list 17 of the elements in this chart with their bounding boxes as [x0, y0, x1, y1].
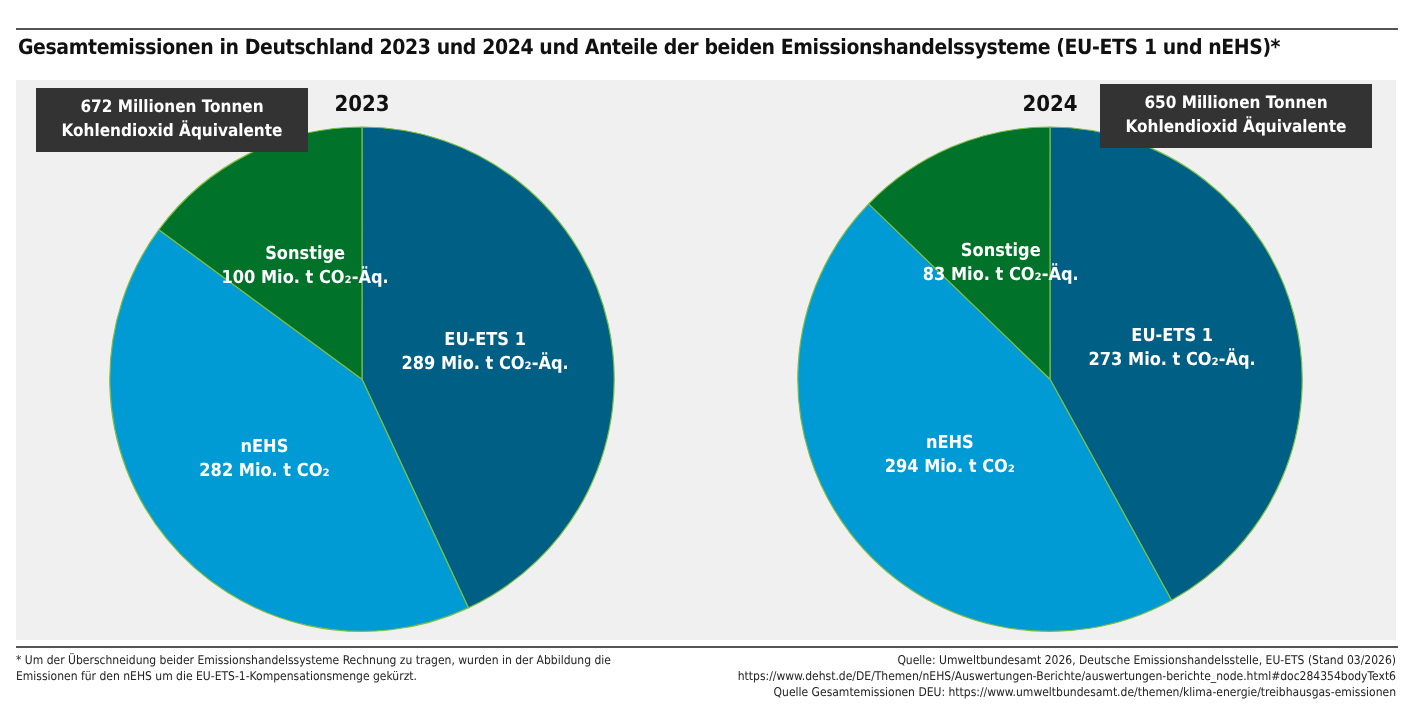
- slice-label: EU-ETS 1: [444, 330, 527, 351]
- chart-subtitle: 2023: [334, 90, 390, 117]
- slice-label: Sonstige: [265, 245, 347, 266]
- slice-label: EU-ETS 1: [1131, 326, 1214, 347]
- text: 650 Millionen Tonnen Kohlendioxid Äquivalente: [1100, 84, 1372, 148]
- chart-title: 2024: [1022, 90, 1078, 117]
- slice-label: nEHS: [240, 437, 289, 458]
- slice-label: Sonstige: [960, 241, 1042, 262]
- data-label: 282 Mio. t CO₂: [199, 461, 331, 482]
- data-label: 273 Mio. t CO₂-Äq.: [1088, 346, 1256, 371]
- slice-label: nEHS: [925, 434, 975, 455]
- chart-title: Gesamtemissionen in Deutschland 2023 und 2024 und Anteile der beiden Emissionshandelssysteme (EU-ETS 1 und nEHS)*: [18, 36, 1281, 60]
- data-label: 294 Mio. t CO₂: [884, 458, 1016, 479]
- text: 672 Millionen Tonnen Kohlendioxid Äquivalente: [36, 88, 308, 152]
- data-label: 100 Mio. t CO₂-Äq.: [221, 265, 389, 290]
- data-label: 83 Mio. t CO₂-Äq.: [922, 261, 1079, 286]
- data-label: 289 Mio. t CO₂-Äq.: [401, 350, 569, 375]
